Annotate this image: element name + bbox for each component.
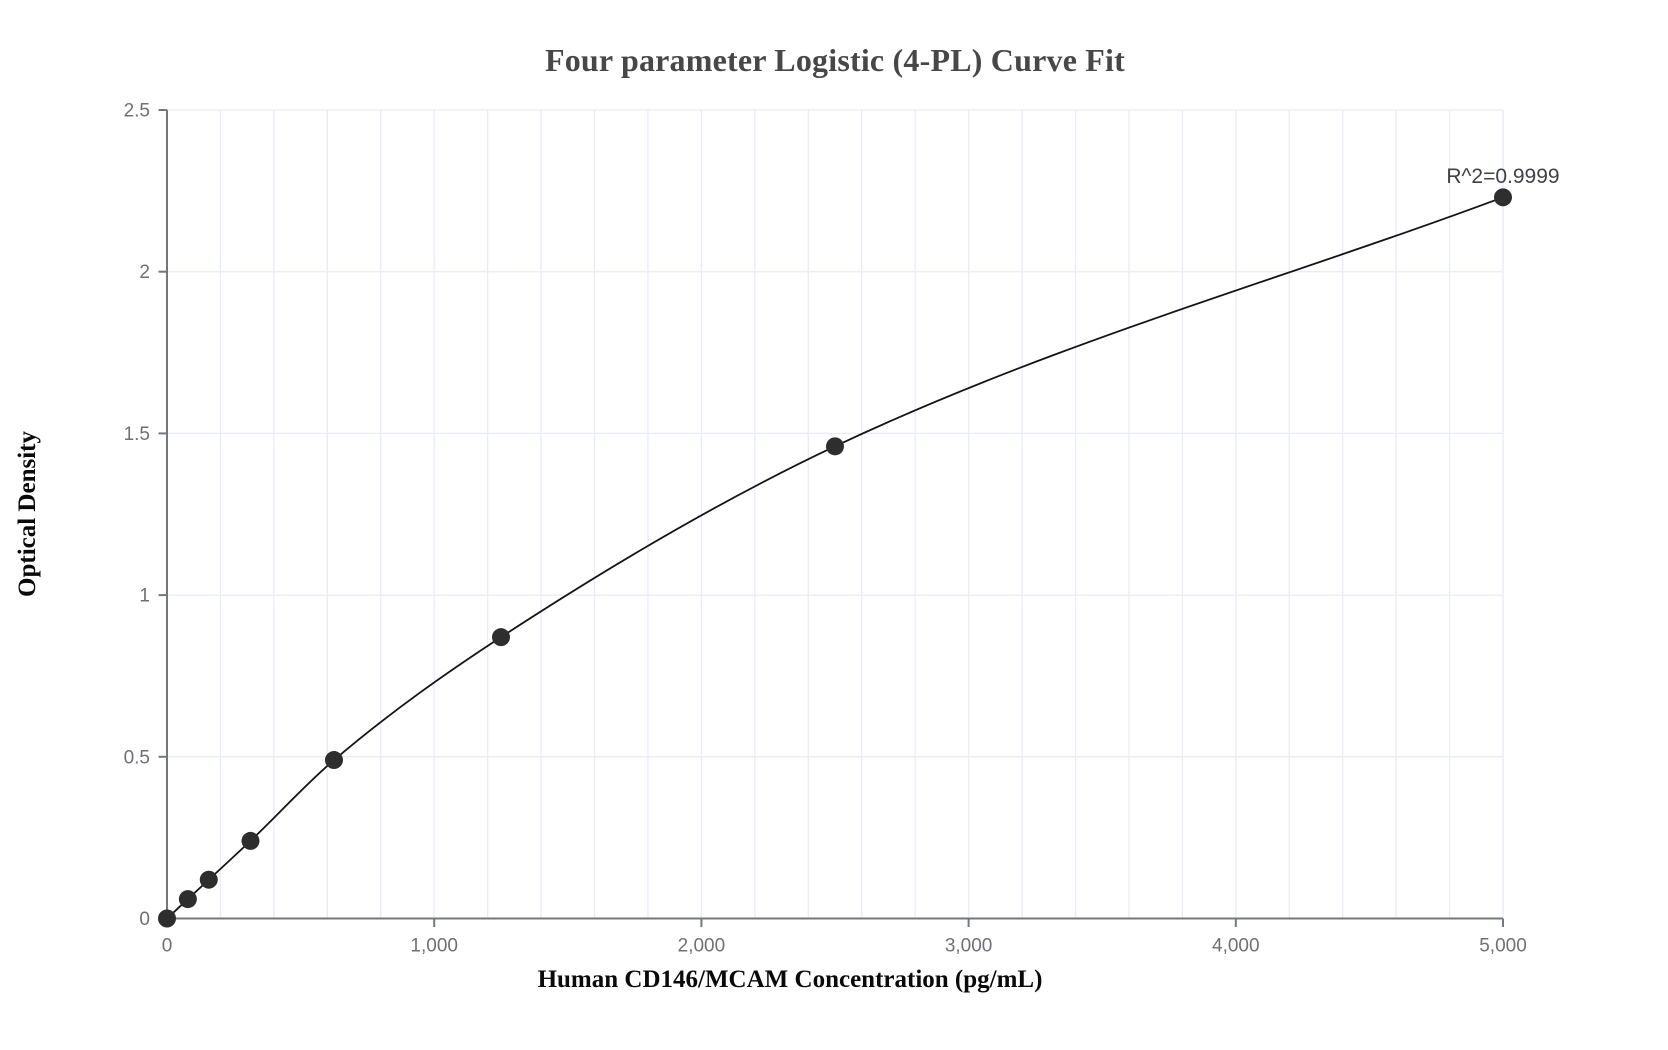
y-tick-label: 1.5 [124, 424, 150, 445]
y-tick-label: 2 [139, 262, 150, 283]
x-tick-label: 0 [162, 936, 173, 957]
chart-title: Four parameter Logistic (4-PL) Curve Fit [544, 42, 1125, 78]
x-tick-label: 2,000 [678, 936, 726, 957]
x-axis-title: Human CD146/MCAM Concentration (pg/mL) [537, 966, 1043, 993]
data-point [826, 437, 844, 456]
y-tick-label: 2.5 [124, 101, 150, 122]
axis-lines [166, 110, 1503, 920]
data-point [199, 870, 218, 889]
y-tick-label: 1 [139, 586, 150, 607]
data-point [325, 751, 343, 770]
data-point [178, 890, 197, 909]
data-point [1494, 188, 1512, 207]
x-tick-label: 3,000 [945, 936, 993, 957]
data-point [241, 831, 260, 850]
data-point [158, 909, 176, 928]
fit-curve [166, 196, 1504, 920]
x-tick-label: 4,000 [1212, 936, 1260, 957]
data-point [492, 628, 510, 647]
x-tick-label: 1,000 [410, 936, 458, 957]
r-squared-annotation: R^2=0.9999 [1446, 165, 1559, 188]
x-tick-label: 5,000 [1479, 936, 1527, 957]
y-tick-label: 0 [139, 909, 150, 930]
y-tick-label: 0.5 [124, 747, 150, 768]
